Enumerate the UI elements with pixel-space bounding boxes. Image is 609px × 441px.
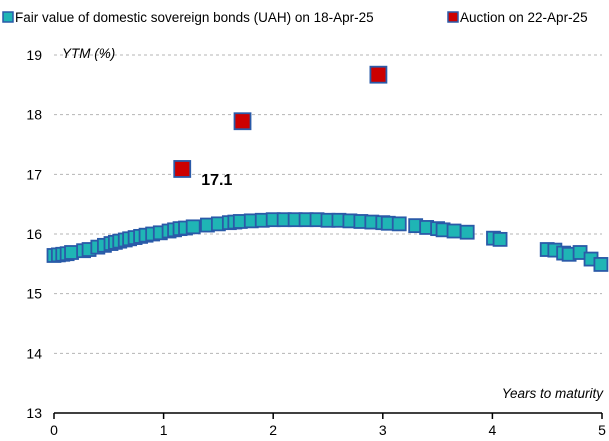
x-tick-label: 4 bbox=[489, 422, 497, 438]
x-tick-label: 0 bbox=[50, 422, 58, 438]
legend-label-fair-value: Fair value of domestic sovereign bonds (… bbox=[15, 10, 374, 25]
x-tick-label: 3 bbox=[379, 422, 387, 438]
data-points bbox=[46, 65, 609, 272]
data-point bbox=[64, 245, 79, 260]
x-tick-label: 2 bbox=[269, 422, 277, 438]
data-point bbox=[492, 231, 508, 247]
y-tick-label: 19 bbox=[26, 47, 42, 63]
data-point bbox=[173, 160, 192, 178]
y-tick-label: 16 bbox=[26, 226, 42, 242]
data-point bbox=[593, 257, 609, 272]
y-tick-label: 13 bbox=[26, 405, 42, 421]
legend: Fair value of domestic sovereign bonds (… bbox=[2, 10, 588, 25]
x-axis-label: Years to maturity bbox=[502, 386, 605, 401]
data-point bbox=[369, 65, 388, 84]
data-point bbox=[233, 112, 252, 131]
y-tick-label: 18 bbox=[26, 107, 42, 123]
data-point bbox=[446, 223, 462, 239]
series-fair-value bbox=[46, 212, 609, 272]
data-point bbox=[391, 216, 407, 232]
legend-swatch-fair-value bbox=[2, 11, 14, 23]
data-label-auction: 17.1 bbox=[201, 172, 232, 189]
gridlines bbox=[54, 54, 602, 354]
annotations: 17.1 bbox=[201, 172, 232, 189]
y-tick-label: 15 bbox=[26, 286, 42, 302]
x-axis: 0 1 2 3 4 5 bbox=[50, 412, 606, 438]
y-tick-label: 14 bbox=[26, 345, 42, 361]
data-point bbox=[185, 219, 201, 235]
data-point bbox=[459, 224, 475, 240]
y-tick-label: 17 bbox=[26, 166, 42, 182]
legend-label-auction: Auction on 22-Apr-25 bbox=[460, 10, 588, 25]
y-axis-label: YTM (%) bbox=[62, 46, 115, 61]
x-tick-label: 5 bbox=[598, 422, 606, 438]
legend-swatch-auction bbox=[447, 11, 459, 23]
y-axis-tick-labels: 13 14 15 16 17 18 19 bbox=[26, 47, 42, 421]
series-auction bbox=[173, 65, 388, 178]
x-tick-label: 1 bbox=[160, 422, 168, 438]
